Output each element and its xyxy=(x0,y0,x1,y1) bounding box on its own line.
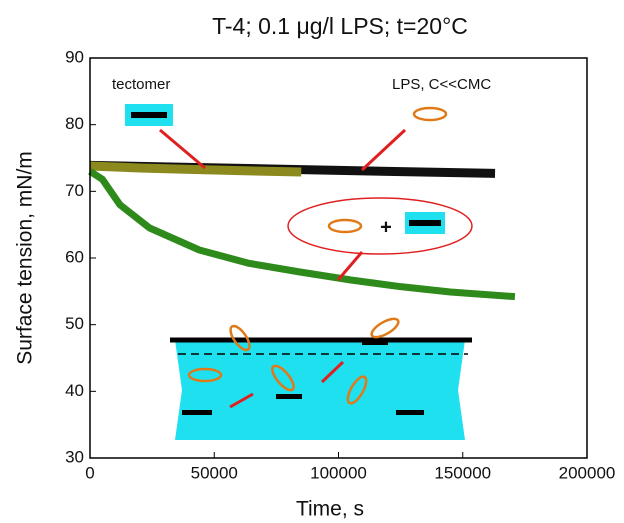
lps-glyphs xyxy=(187,106,448,405)
x-tick-label: 50000 xyxy=(191,463,238,482)
tectomer-glyph xyxy=(396,410,424,415)
y-tick-label: 70 xyxy=(65,181,84,200)
x-tick-label: 200000 xyxy=(559,463,616,482)
y-tick-label: 80 xyxy=(65,114,84,133)
x-axis-label: Time, s xyxy=(296,498,364,521)
x-tick-label: 100000 xyxy=(310,463,367,482)
y-tick-label: 60 xyxy=(65,247,84,266)
arrows xyxy=(159,128,407,409)
annotation: tectomer xyxy=(112,76,170,93)
series-line xyxy=(88,168,516,301)
tectomer-icon-bar xyxy=(131,112,167,118)
chart-title: T-4; 0.1 μg/l LPS; t=20°C xyxy=(212,13,468,39)
schematic xyxy=(125,104,473,440)
y-tick-label: 50 xyxy=(65,314,84,333)
tectomer-glyph xyxy=(276,394,302,399)
x-tick-label: 0 xyxy=(85,463,94,482)
y-tick-label: 30 xyxy=(65,447,84,466)
x-tick-label: 150000 xyxy=(434,463,491,482)
annotation: + xyxy=(380,216,392,238)
y-tick-label: 90 xyxy=(65,47,84,66)
tectomer-glyph xyxy=(362,340,388,345)
tectomer-icon-bar xyxy=(409,220,441,226)
mixture-ellipse xyxy=(287,197,473,255)
tectomer-glyph xyxy=(182,410,212,415)
annotation: LPS, C<<CMC xyxy=(392,76,491,93)
y-tick-label: 40 xyxy=(65,381,84,400)
series-line xyxy=(89,161,302,177)
water-phase xyxy=(175,340,465,440)
y-axis-label: Surface tension, mN/m xyxy=(14,151,37,365)
